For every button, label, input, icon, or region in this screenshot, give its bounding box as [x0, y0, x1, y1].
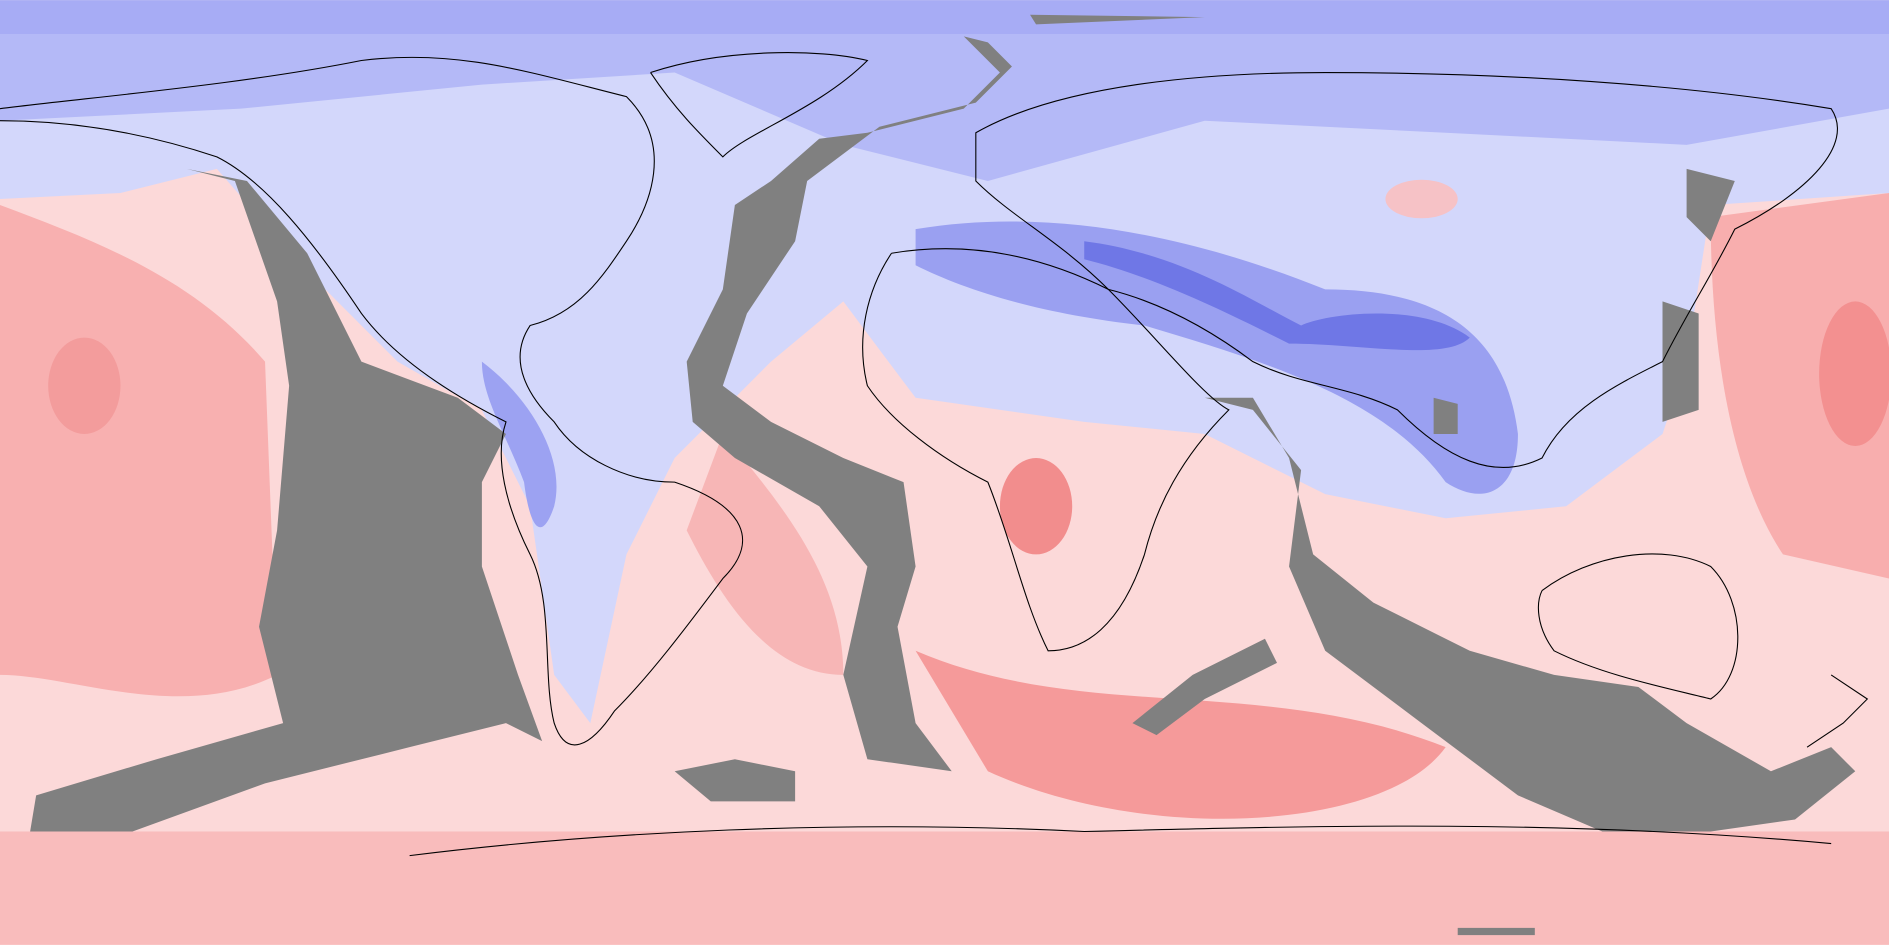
masked-region — [1433, 168, 1735, 434]
cool-region — [481, 361, 557, 528]
masked-region — [674, 759, 796, 802]
coastlines — [0, 52, 1869, 857]
warm-spot — [1819, 301, 1889, 446]
masked-region — [1457, 927, 1535, 936]
coastline — [1537, 553, 1739, 700]
coastline — [650, 52, 869, 158]
warm-spot — [48, 337, 121, 434]
warm-patch — [1710, 193, 1889, 579]
southern-band — [0, 831, 1889, 945]
warm-patch — [0, 205, 278, 697]
coastline — [0, 56, 744, 746]
warm-patch — [686, 433, 844, 675]
coastline — [409, 825, 1832, 857]
masked-region — [30, 14, 1856, 936]
cool-core — [1084, 241, 1470, 351]
warm-spot — [1385, 179, 1458, 219]
cool-region — [0, 0, 1889, 34]
warm-patch — [915, 650, 1446, 819]
warm-spot — [999, 458, 1073, 555]
coastline — [975, 71, 1838, 468]
masked-region — [30, 168, 543, 832]
cool-region — [0, 0, 1889, 181]
cool-region — [915, 221, 1518, 494]
coastline — [1806, 674, 1869, 748]
masked-region — [1132, 638, 1278, 736]
masked-region — [1204, 397, 1856, 832]
